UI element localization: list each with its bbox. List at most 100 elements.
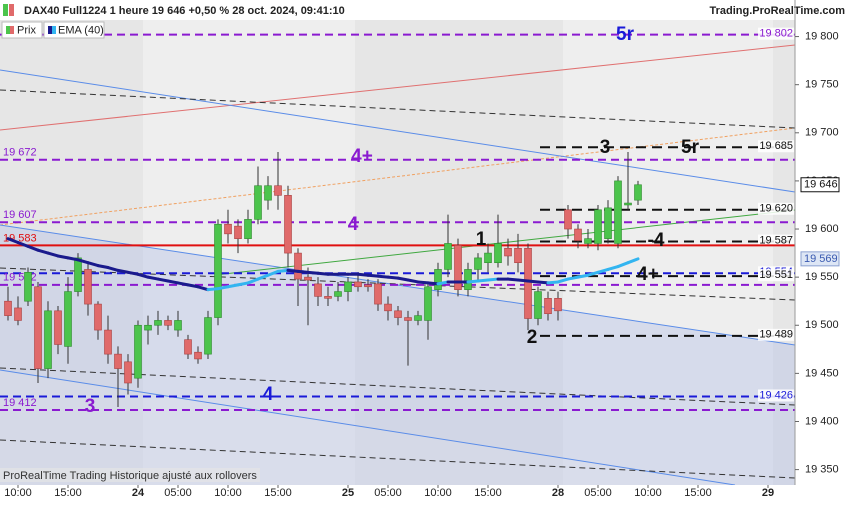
ema-line <box>96 264 110 270</box>
ema-line <box>516 278 530 283</box>
candle-body <box>254 185 262 220</box>
candle-body <box>124 361 132 384</box>
candle-body <box>564 209 572 230</box>
ema-line <box>116 268 130 274</box>
ema-line <box>436 280 450 286</box>
price-tag <box>800 177 840 193</box>
level-label: 19 489 <box>759 329 793 341</box>
ema-line <box>86 261 100 268</box>
candle-body <box>304 276 312 281</box>
x-tick-label: 10:00 <box>424 487 452 499</box>
source: Trading.ProRealTime.com <box>709 5 845 17</box>
y-tick-label: 19 800 <box>805 30 839 42</box>
level-label-bg <box>758 269 794 282</box>
candle-body <box>614 180 622 244</box>
candle-body <box>434 269 442 290</box>
axes: 19 350 19 400 19 450 19 500 19 550 19 600 19 6… <box>4 0 840 499</box>
x-tick-label: 24 <box>132 487 145 499</box>
trendline <box>0 369 736 486</box>
ema-line <box>616 261 630 269</box>
ema-line <box>176 281 190 287</box>
annotation: 3 <box>600 137 611 158</box>
x-tick-label: 05:00 <box>374 487 402 499</box>
x-tick-label: 05:00 <box>584 487 612 499</box>
marks <box>4 152 642 408</box>
ema-line <box>566 275 580 281</box>
footer-bg <box>0 468 260 482</box>
trendline <box>0 127 796 226</box>
ema-line <box>536 280 550 285</box>
ema-line <box>66 256 80 262</box>
ema-line <box>146 275 160 281</box>
annotation: 5r <box>616 24 635 45</box>
candle-body <box>54 310 62 345</box>
candle-body <box>194 351 202 360</box>
icon <box>3 4 8 16</box>
level-label-bg <box>758 234 794 247</box>
candle-body <box>354 281 362 288</box>
candle-body <box>214 223 222 318</box>
ema-line <box>626 257 640 265</box>
candle-body <box>14 307 22 321</box>
ema-line <box>236 281 250 287</box>
candle-body <box>574 228 582 241</box>
candle-body <box>514 247 522 264</box>
level-label: 19 802 <box>759 28 793 40</box>
candle-body <box>64 291 72 347</box>
ema-line <box>16 241 30 248</box>
candle-body <box>444 243 452 270</box>
chart-title: DAX40 Full1224 1 heure 19 646 +0,50 % 28… <box>24 5 345 17</box>
ema-line <box>416 280 430 285</box>
ema-line <box>46 251 60 258</box>
ema-line <box>126 270 140 276</box>
x-tick-label: 29 <box>762 487 774 499</box>
y-tick-label: 19 350 <box>805 464 839 476</box>
price-tag-label: 19 569 <box>804 253 838 265</box>
candle-body <box>624 202 632 206</box>
candle-body <box>634 184 642 201</box>
candle-body <box>94 303 102 331</box>
candle-body <box>404 317 412 321</box>
level-label: 19 620 <box>759 203 793 215</box>
candle-body <box>234 225 242 239</box>
level-label: 19 412 <box>3 397 37 409</box>
trendline <box>0 44 796 131</box>
candle-body <box>544 298 552 315</box>
icon <box>9 4 14 16</box>
candle-body <box>274 185 282 196</box>
trendline <box>214 209 796 276</box>
price-tag-label: 19 646 <box>804 179 838 191</box>
candle-body <box>34 286 42 369</box>
x-tick-label: 10:00 <box>214 487 242 499</box>
legend-item <box>43 21 105 39</box>
ema-line <box>426 281 440 286</box>
candle-body <box>324 296 332 299</box>
ema-line <box>186 283 200 289</box>
candle-body <box>204 317 212 355</box>
x-tick-label: 15:00 <box>264 487 292 499</box>
annotation: 4+ <box>351 146 373 167</box>
level-label: 19 426 <box>759 389 793 401</box>
y-tick-label: 19 450 <box>805 367 839 379</box>
level-label-bg <box>758 328 794 341</box>
candle-body <box>264 185 272 201</box>
ema-line <box>266 269 280 277</box>
ema-line <box>526 279 540 284</box>
candle-body <box>494 243 502 264</box>
annotation: 5r <box>681 137 700 158</box>
annotations: 5r 4+ 4 3 4 1 2 3 5r -4 4+ <box>85 24 700 417</box>
x-tick-label: 05:00 <box>164 487 192 499</box>
annotation: -4 <box>648 230 665 251</box>
ema-line <box>276 268 290 273</box>
level-label: 19 551 <box>759 269 793 281</box>
candle-body <box>374 283 382 305</box>
candle-body <box>224 223 232 235</box>
candle-body <box>44 310 52 369</box>
candle-body <box>364 284 372 288</box>
ema-line <box>316 271 330 276</box>
candle-body <box>454 245 462 290</box>
legend-swatch <box>48 26 52 34</box>
ema-line <box>466 279 480 284</box>
